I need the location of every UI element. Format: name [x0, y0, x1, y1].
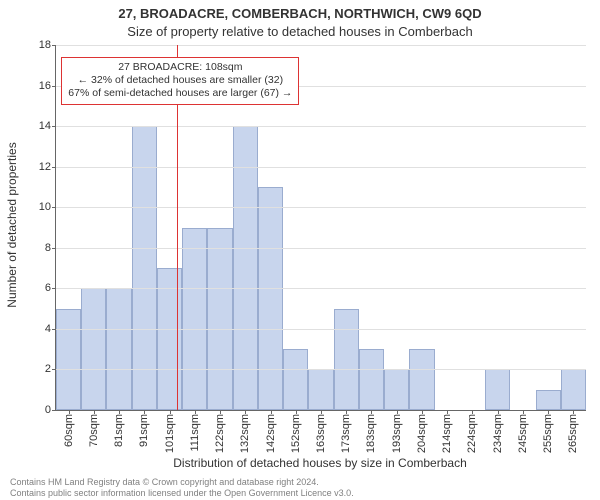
x-tick-label: 265sqm [567, 414, 579, 453]
y-axis-label: Number of detached properties [5, 142, 19, 307]
bar [485, 369, 510, 410]
annotation-line: 27 BROADACRE: 108sqm [68, 61, 292, 74]
bar [561, 369, 586, 410]
gridline [56, 167, 586, 168]
x-tick-label: 234sqm [492, 414, 504, 453]
y-tick-label: 12 [26, 161, 51, 173]
x-tick-label: 152sqm [290, 414, 302, 453]
bar [536, 390, 561, 410]
y-tick-label: 6 [26, 282, 51, 294]
x-tick-label: 142sqm [265, 414, 277, 453]
gridline [56, 207, 586, 208]
y-tick-label: 16 [26, 80, 51, 92]
x-tick-label: 255sqm [542, 414, 554, 453]
bar [384, 369, 409, 410]
y-tick-label: 8 [26, 242, 51, 254]
chart-container: 27, BROADACRE, COMBERBACH, NORTHWICH, CW… [0, 0, 600, 500]
y-tick-label: 10 [26, 201, 51, 213]
x-tick-label: 245sqm [517, 414, 529, 453]
gridline [56, 369, 586, 370]
bar [207, 228, 232, 411]
y-tick-label: 4 [26, 323, 51, 335]
bar [233, 126, 258, 410]
footer-line-2: Contains public sector information licen… [10, 488, 354, 498]
x-tick-label: 91sqm [138, 414, 150, 447]
x-tick-label: 224sqm [466, 414, 478, 453]
bar [56, 309, 81, 410]
bar [132, 126, 157, 410]
chart-title-address: 27, BROADACRE, COMBERBACH, NORTHWICH, CW… [0, 6, 600, 21]
y-tick-label: 0 [26, 404, 51, 416]
x-tick-label: 173sqm [340, 414, 352, 453]
bar [359, 349, 384, 410]
plot-area: 02468101214161860sqm70sqm81sqm91sqm101sq… [55, 45, 586, 411]
x-axis-label: Distribution of detached houses by size … [55, 456, 585, 470]
bar [334, 309, 359, 410]
gridline [56, 288, 586, 289]
chart-title-desc: Size of property relative to detached ho… [0, 24, 600, 39]
footer-attribution: Contains HM Land Registry data © Crown c… [10, 477, 354, 498]
bar [409, 349, 434, 410]
x-tick-label: 101sqm [164, 414, 176, 453]
x-tick-label: 163sqm [315, 414, 327, 453]
footer-line-1: Contains HM Land Registry data © Crown c… [10, 477, 354, 487]
y-tick-label: 2 [26, 363, 51, 375]
x-tick-label: 81sqm [113, 414, 125, 447]
annotation-box: 27 BROADACRE: 108sqm← 32% of detached ho… [61, 57, 299, 104]
bar [106, 288, 131, 410]
bar [182, 228, 207, 411]
gridline [56, 126, 586, 127]
x-tick-label: 132sqm [239, 414, 251, 453]
bar [258, 187, 283, 410]
x-tick-label: 60sqm [63, 414, 75, 447]
gridline [56, 329, 586, 330]
x-tick-label: 204sqm [416, 414, 428, 453]
x-tick-label: 193sqm [391, 414, 403, 453]
x-tick-label: 111sqm [189, 414, 201, 452]
bar [283, 349, 308, 410]
y-tick-label: 18 [26, 39, 51, 51]
x-tick-label: 183sqm [365, 414, 377, 453]
annotation-line: ← 32% of detached houses are smaller (32… [68, 74, 292, 87]
bar [308, 369, 333, 410]
gridline [56, 248, 586, 249]
bar [81, 288, 106, 410]
x-tick-label: 70sqm [88, 414, 100, 447]
x-tick-label: 214sqm [441, 414, 453, 453]
gridline [56, 45, 586, 46]
bar [157, 268, 182, 410]
annotation-line: 67% of semi-detached houses are larger (… [68, 87, 292, 100]
x-tick-label: 122sqm [214, 414, 226, 453]
y-tick-label: 14 [26, 120, 51, 132]
